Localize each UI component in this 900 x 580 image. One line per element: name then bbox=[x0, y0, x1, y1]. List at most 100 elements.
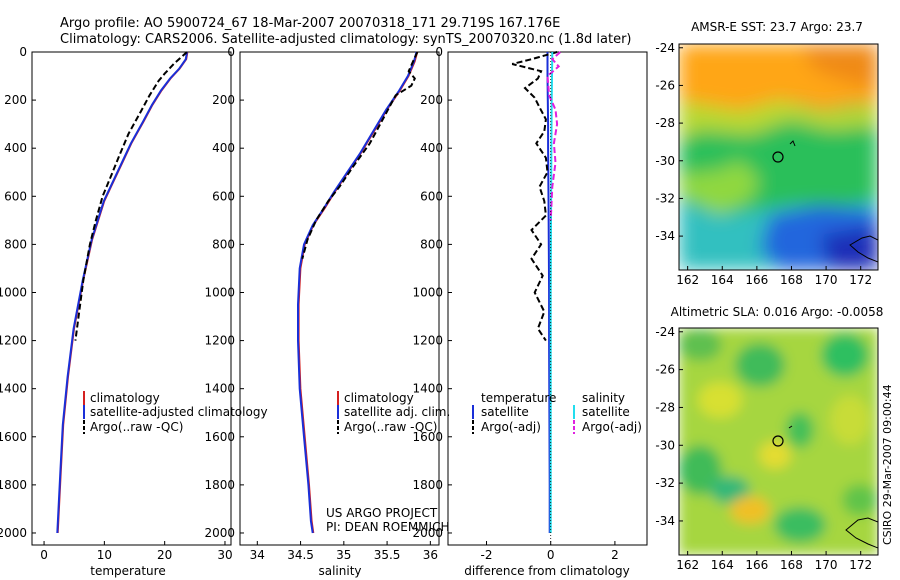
map-x-tick-label: 170 bbox=[815, 558, 838, 572]
sla-map-title: Altimetric SLA: 0.016 Argo: -0.0058 bbox=[671, 305, 884, 319]
map-x-tick-label: 172 bbox=[849, 558, 872, 572]
x-tick-label: 34.5 bbox=[287, 548, 314, 562]
sst-heatmap bbox=[679, 44, 878, 270]
sst-map-ticks: 162 164 166 168 170 172 -24 -26 -28 -30 -32 -34 bbox=[655, 41, 872, 287]
temperature-panel: 0 10 20 30 0 200 400 600 800 1000 1200 1400 1600 1800… bbox=[0, 45, 268, 578]
x-tick-label: 35.5 bbox=[374, 548, 401, 562]
salinity-xlabel: salinity bbox=[318, 564, 361, 578]
y-tick-label: 1400 bbox=[204, 382, 235, 396]
y-tick-label: 2000 bbox=[412, 526, 443, 540]
salinity-axes-frame bbox=[239, 51, 440, 546]
map-y-tick-label: -30 bbox=[655, 438, 675, 452]
x-tick-label: 30 bbox=[217, 548, 232, 562]
y-tick-label: 200 bbox=[420, 93, 443, 107]
x-tick-label: 34 bbox=[250, 548, 265, 562]
argo-float-marker bbox=[772, 435, 784, 447]
y-tick-label: 1600 bbox=[412, 430, 443, 444]
difference-legend: temperature satellite Argo(-adj) salinit… bbox=[472, 391, 642, 434]
map-y-tick-label: -30 bbox=[655, 154, 675, 168]
series-argo bbox=[301, 51, 419, 260]
legend-sal-satellite: satellite bbox=[582, 405, 630, 419]
y-tick-label: 1400 bbox=[412, 382, 443, 396]
y-tick-label: 400 bbox=[4, 141, 27, 155]
map-y-tick-label: -32 bbox=[655, 191, 675, 205]
x-tick-label: 2 bbox=[611, 548, 619, 562]
y-tick-label: 0 bbox=[435, 45, 443, 59]
difference-xlabel: difference from climatology bbox=[464, 564, 630, 578]
y-tick-label: 1200 bbox=[412, 334, 443, 348]
series-satellite bbox=[297, 51, 418, 534]
y-tick-label: 800 bbox=[420, 237, 443, 251]
x-tick-label: -2 bbox=[481, 548, 493, 562]
map-y-tick-label: -28 bbox=[655, 116, 675, 130]
legend-sal-argo: Argo(-adj) bbox=[582, 420, 642, 434]
y-tick-label: 1000 bbox=[0, 285, 27, 299]
map-x-tick-label: 170 bbox=[815, 273, 838, 287]
y-tick-label: 1800 bbox=[412, 478, 443, 492]
y-tick-label: 200 bbox=[4, 93, 27, 107]
salinity-ticks: 34 34.5 35 35.5 36 0 200 400 600 800 1000 1200 1400 1… bbox=[204, 45, 438, 562]
legend-salinity-title: salinity bbox=[582, 391, 625, 405]
title-line-2: Climatology: CARS2006. Satellite-adjuste… bbox=[60, 32, 632, 47]
y-tick-label: 1600 bbox=[0, 430, 27, 444]
project-line-2: PI: DEAN ROEMMICH bbox=[326, 520, 449, 534]
x-tick-label: 36 bbox=[423, 548, 438, 562]
temperature-ticks: 0 10 20 30 0 200 400 600 800 1000 1200 1400 1600 1800… bbox=[0, 45, 233, 562]
legend-satellite: satellite-adjusted climatology bbox=[90, 405, 268, 419]
y-tick-label: 800 bbox=[4, 237, 27, 251]
difference-ticks: -2 0 2 0 200 400 600 800 1000 1200 1400 1600 1800 200… bbox=[412, 45, 618, 562]
map-x-tick-label: 164 bbox=[711, 273, 734, 287]
project-line-1: US ARGO PROJECT bbox=[326, 506, 438, 520]
x-tick-label: 0 bbox=[40, 548, 48, 562]
y-tick-label: 600 bbox=[4, 189, 27, 203]
map-x-tick-label: 168 bbox=[780, 273, 803, 287]
y-tick-label: 2000 bbox=[204, 526, 235, 540]
y-tick-label: 1200 bbox=[204, 334, 235, 348]
y-tick-label: 1600 bbox=[204, 430, 235, 444]
legend-temperature-title: temperature bbox=[481, 391, 556, 405]
y-tick-label: 600 bbox=[420, 189, 443, 203]
map-x-tick-label: 168 bbox=[780, 558, 803, 572]
series-temperature-satellite bbox=[546, 52, 551, 533]
map-y-tick-label: -26 bbox=[655, 363, 675, 377]
legend-climatology: climatology bbox=[344, 391, 414, 405]
map-y-tick-label: -28 bbox=[655, 400, 675, 414]
temperature-axes-frame bbox=[31, 51, 232, 546]
y-tick-label: 1400 bbox=[0, 382, 27, 396]
map-y-tick-label: -24 bbox=[655, 41, 675, 55]
y-tick-label: 1000 bbox=[412, 285, 443, 299]
map-x-tick-label: 166 bbox=[745, 273, 768, 287]
series-temperature-argo-adj- bbox=[511, 51, 558, 342]
y-tick-label: 0 bbox=[19, 45, 27, 59]
x-tick-label: 0 bbox=[547, 548, 555, 562]
map-y-tick-label: -34 bbox=[655, 229, 675, 243]
sst-map-panel: AMSR-E SST: 23.7 Argo: 23.7 162 164 166 168… bbox=[655, 20, 879, 287]
sla-map-panel: Altimetric SLA: 0.016 Argo: -0.0058 bbox=[655, 305, 883, 572]
difference-lines bbox=[511, 51, 561, 545]
map-x-tick-label: 162 bbox=[676, 273, 699, 287]
temperature-lines bbox=[56, 51, 189, 534]
map-x-tick-label: 172 bbox=[849, 273, 872, 287]
y-tick-label: 2000 bbox=[0, 526, 27, 540]
argo-float-marker bbox=[772, 151, 784, 163]
map-y-tick-label: -24 bbox=[655, 325, 675, 339]
y-tick-label: 0 bbox=[227, 45, 235, 59]
title-line-1: Argo profile: AO 5900724_67 18-Mar-2007 … bbox=[60, 16, 560, 31]
legend-temp-satellite: satellite bbox=[481, 405, 529, 419]
salinity-lines bbox=[297, 51, 419, 534]
map-y-tick-label: -34 bbox=[655, 514, 675, 528]
series-climatology bbox=[57, 51, 189, 534]
map-x-tick-label: 164 bbox=[711, 558, 734, 572]
y-tick-label: 600 bbox=[212, 189, 235, 203]
y-tick-label: 1000 bbox=[204, 285, 235, 299]
y-tick-label: 1200 bbox=[0, 334, 27, 348]
y-tick-label: 800 bbox=[212, 237, 235, 251]
salinity-legend: climatology satellite adj. clim. Argo(..… bbox=[337, 391, 450, 434]
legend-climatology: climatology bbox=[90, 391, 160, 405]
map-y-tick-label: -32 bbox=[655, 476, 675, 490]
sst-map-title: AMSR-E SST: 23.7 Argo: 23.7 bbox=[691, 20, 863, 34]
y-tick-label: 400 bbox=[420, 141, 443, 155]
map-x-tick-label: 166 bbox=[745, 558, 768, 572]
y-tick-label: 400 bbox=[212, 141, 235, 155]
legend-argo: Argo(..raw -QC) bbox=[344, 420, 437, 434]
